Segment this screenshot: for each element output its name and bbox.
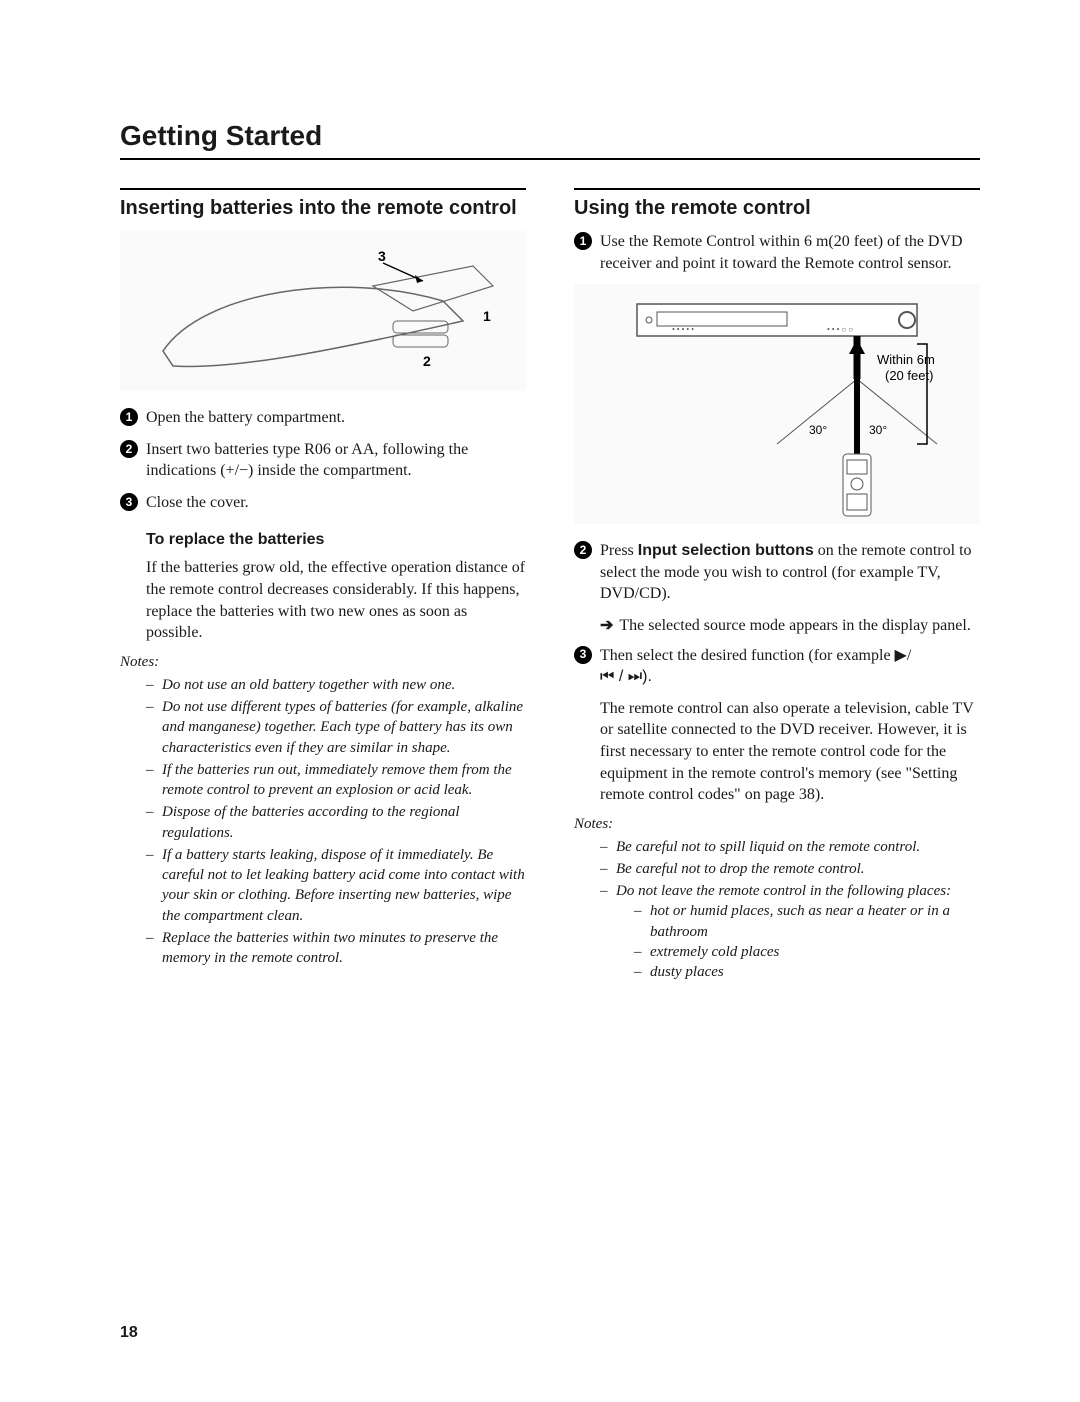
callout-1: 1 (483, 308, 491, 324)
note-item: Be careful not to spill liquid on the re… (600, 837, 980, 857)
step2-prefix: Press (600, 542, 638, 559)
figure-remote-batteries: 1 2 3 (120, 231, 526, 391)
section-title-using-remote: Using the remote control (574, 188, 980, 221)
right-step-3-text: Then select the desired function (for ex… (600, 645, 980, 688)
step-bullet-r2: 2 (574, 541, 592, 559)
note-item: Do not use an old battery together with … (146, 675, 526, 695)
step2-bold: Input selection buttons (638, 542, 814, 559)
note-subitem: hot or humid places, such as near a heat… (634, 901, 980, 942)
right-step-2-text: Press Input selection buttons on the rem… (600, 540, 980, 605)
remote-battery-illustration: 1 2 3 (120, 231, 526, 391)
step-bullet-2: 2 (120, 440, 138, 458)
step-3-text: Close the cover. (146, 492, 526, 514)
arrow-icon: ➔ (600, 615, 613, 637)
step3-line1: Then select the desired function (for ex… (600, 647, 911, 664)
note-nested-lead: Do not leave the remote control in the f… (616, 883, 951, 899)
within-label: Within 6m (877, 352, 935, 367)
right-step-2: 2 Press Input selection buttons on the r… (574, 540, 980, 605)
right-step-1-text: Use the Remote Control within 6 m(20 fee… (600, 231, 980, 274)
result-text: The selected source mode appears in the … (619, 615, 970, 637)
step-3: 3 Close the cover. (120, 492, 526, 514)
step-2: 2 Insert two batteries type R06 or AA, f… (120, 439, 526, 482)
svg-text:• • • • •: • • • • • (672, 325, 694, 334)
svg-text:• • • ○ ○: • • • ○ ○ (827, 325, 853, 334)
step-bullet-r3: 3 (574, 646, 592, 664)
feet-label: (20 feet) (885, 368, 933, 383)
step3-para: The remote control can also operate a te… (600, 698, 980, 806)
notes-label-left: Notes: (120, 654, 526, 671)
note-item: If the batteries run out, immediately re… (146, 760, 526, 801)
right-step-3: 3 Then select the desired function (for … (574, 645, 980, 688)
notes-sublist: hot or humid places, such as near a heat… (616, 901, 980, 982)
callout-3: 3 (378, 248, 386, 264)
note-subitem: extremely cold places (634, 942, 980, 962)
note-item: If a battery starts leaking, dispose of … (146, 845, 526, 926)
remote-range-illustration: • • • • • • • • ○ ○ 30° 30° Within 6m (2… (574, 284, 980, 524)
step3-line2: ⏮ / ⏭). (600, 668, 652, 685)
notes-list-left: Do not use an old battery together with … (146, 675, 526, 969)
note-subitem: dusty places (634, 962, 980, 982)
step-1: 1 Open the battery compartment. (120, 407, 526, 429)
step-bullet-3: 3 (120, 493, 138, 511)
note-item-nested: Do not leave the remote control in the f… (600, 881, 980, 982)
right-step-1: 1 Use the Remote Control within 6 m(20 f… (574, 231, 980, 274)
step-bullet-1: 1 (120, 408, 138, 426)
note-item: Do not use different types of batteries … (146, 697, 526, 758)
note-item: Be careful not to drop the remote contro… (600, 859, 980, 879)
step-1-text: Open the battery compartment. (146, 407, 526, 429)
callout-2: 2 (423, 353, 431, 369)
angle-left-label: 30° (809, 423, 827, 437)
notes-label-right: Notes: (574, 816, 980, 833)
replace-batteries-heading: To replace the batteries (146, 531, 526, 549)
figure-remote-range: • • • • • • • • ○ ○ 30° 30° Within 6m (2… (574, 284, 980, 524)
page-title: Getting Started (120, 120, 980, 160)
note-item: Replace the batteries within two minutes… (146, 928, 526, 969)
right-column: Using the remote control 1 Use the Remot… (574, 188, 980, 984)
notes-list-right: Be careful not to spill liquid on the re… (600, 837, 980, 983)
replace-batteries-para: If the batteries grow old, the effective… (146, 557, 526, 643)
angle-right-label: 30° (869, 423, 887, 437)
left-column: Inserting batteries into the remote cont… (120, 188, 526, 984)
result-arrow-line: ➔ The selected source mode appears in th… (600, 615, 980, 637)
section-title-insert-batteries: Inserting batteries into the remote cont… (120, 188, 526, 221)
note-item: Dispose of the batteries according to th… (146, 802, 526, 843)
page-number: 18 (120, 1324, 138, 1342)
step-bullet-r1: 1 (574, 232, 592, 250)
step-2-text: Insert two batteries type R06 or AA, fol… (146, 439, 526, 482)
two-column-layout: Inserting batteries into the remote cont… (120, 188, 980, 984)
